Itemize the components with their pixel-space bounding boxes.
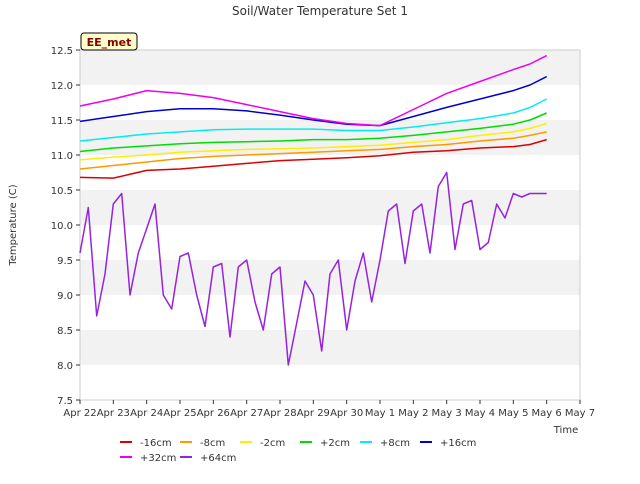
x-tick-label: Apr 29 xyxy=(297,408,330,419)
y-tick-label: 12.0 xyxy=(51,81,73,92)
x-tick-label: Apr 22 xyxy=(63,408,96,419)
legend-label: -16cm xyxy=(140,438,172,449)
legend: -16cm -8cm -2cm +2cm +8cm +16cm +32cm +64cm xyxy=(120,438,476,464)
grid-band xyxy=(80,155,580,190)
y-tick-label: 12.5 xyxy=(51,46,73,57)
y-tick-label: 8.0 xyxy=(57,361,73,372)
y-tick-label: 11.5 xyxy=(51,116,73,127)
grid-band xyxy=(80,295,580,330)
x-tick-label: Apr 28 xyxy=(263,408,296,419)
legend-label: +64cm xyxy=(200,453,236,464)
series-line--2cm xyxy=(79,122,547,161)
x-tick-label: May 6 xyxy=(532,408,562,419)
legend-label: -8cm xyxy=(200,438,225,449)
series-lines xyxy=(79,54,548,366)
site-label-box: EE_met xyxy=(80,32,138,51)
y-tick-label: 9.5 xyxy=(57,256,73,267)
grid-band xyxy=(80,330,580,365)
x-tick-label: May 3 xyxy=(432,408,462,419)
x-axis-ticks: Apr 22 Apr 23 Apr 24 Apr 25 Apr 26 Apr 27 Apr … xyxy=(63,400,595,419)
x-tick-label: Apr 30 xyxy=(330,408,363,419)
legend-label: -2cm xyxy=(260,438,285,449)
grid-band xyxy=(80,225,580,260)
x-tick-label: May 4 xyxy=(465,408,495,419)
y-tick-label: 10.0 xyxy=(51,221,73,232)
x-tick-label: May 5 xyxy=(498,408,528,419)
y-tick-label: 10.5 xyxy=(51,186,73,197)
x-axis-label: Time xyxy=(553,425,578,436)
y-axis-label: Temperature (C) xyxy=(8,184,19,266)
legend-label: +2cm xyxy=(320,438,350,449)
x-tick-label: Apr 27 xyxy=(230,408,263,419)
site-label: EE_met xyxy=(87,36,132,49)
x-tick-label: May 2 xyxy=(398,408,428,419)
y-tick-label: 11.0 xyxy=(51,151,73,162)
y-tick-label: 8.5 xyxy=(57,326,73,337)
grid-band xyxy=(80,85,580,120)
series-line--8cm xyxy=(79,131,547,170)
x-tick-label: Apr 26 xyxy=(197,408,230,419)
y-axis-ticks: 7.5 8.0 8.5 9.0 9.5 10.0 10.5 11.0 11.5 12.0 12.5 xyxy=(51,46,80,407)
y-tick-label: 9.0 xyxy=(57,291,73,302)
grid-bands xyxy=(80,50,580,400)
x-tick-label: Apr 23 xyxy=(97,408,130,419)
legend-label: +8cm xyxy=(380,438,410,449)
x-tick-label: Apr 24 xyxy=(130,408,163,419)
legend-label: +16cm xyxy=(440,438,476,449)
series-line-+32cm xyxy=(79,54,548,127)
grid-band xyxy=(80,365,580,400)
series-line-+64cm xyxy=(79,171,547,366)
x-tick-label: May 1 xyxy=(365,408,395,419)
chart-title: Soil/Water Temperature Set 1 xyxy=(232,4,408,18)
series-line-+16cm xyxy=(79,75,548,127)
y-tick-label: 7.5 xyxy=(57,396,73,407)
series-line-+8cm xyxy=(79,98,548,142)
x-tick-label: May 7 xyxy=(565,408,595,419)
series-line--16cm xyxy=(79,138,547,179)
legend-label: +32cm xyxy=(140,453,176,464)
series-line-+2cm xyxy=(79,112,547,153)
x-tick-label: Apr 25 xyxy=(163,408,196,419)
grid-band xyxy=(80,50,580,85)
